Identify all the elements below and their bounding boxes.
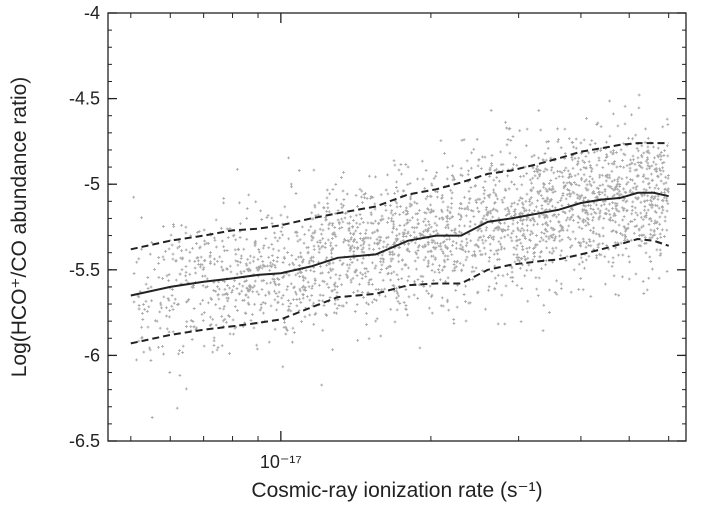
solid-line-0 [130, 191, 669, 297]
y-tick-label: -5 [84, 174, 100, 194]
x-axis-title: Cosmic-ray ionization rate (s⁻¹) [251, 479, 542, 502]
y-axis: -4 -4.5 -5 -5.5 -6 -6.5 [69, 3, 686, 451]
x-tick-label: 10⁻¹⁷ [260, 452, 302, 472]
scatter-points [132, 93, 670, 419]
dashed-line-1 [130, 142, 669, 251]
y-tick-label: -6 [84, 345, 100, 365]
series-lines [130, 142, 670, 345]
x-axis: 10⁻¹⁷ [130, 13, 670, 472]
y-tick-label: -4 [84, 3, 100, 23]
plot-frame [107, 12, 687, 442]
scatter-point-cloud [132, 93, 670, 419]
dashed-line-2 [130, 237, 670, 345]
y-tick-label: -4.5 [69, 89, 100, 109]
y-tick-label: -6.5 [69, 431, 100, 451]
y-axis-title: Log(HCO⁺/CO abundance ratio) [8, 77, 31, 378]
y-tick-label: -5.5 [69, 260, 100, 280]
